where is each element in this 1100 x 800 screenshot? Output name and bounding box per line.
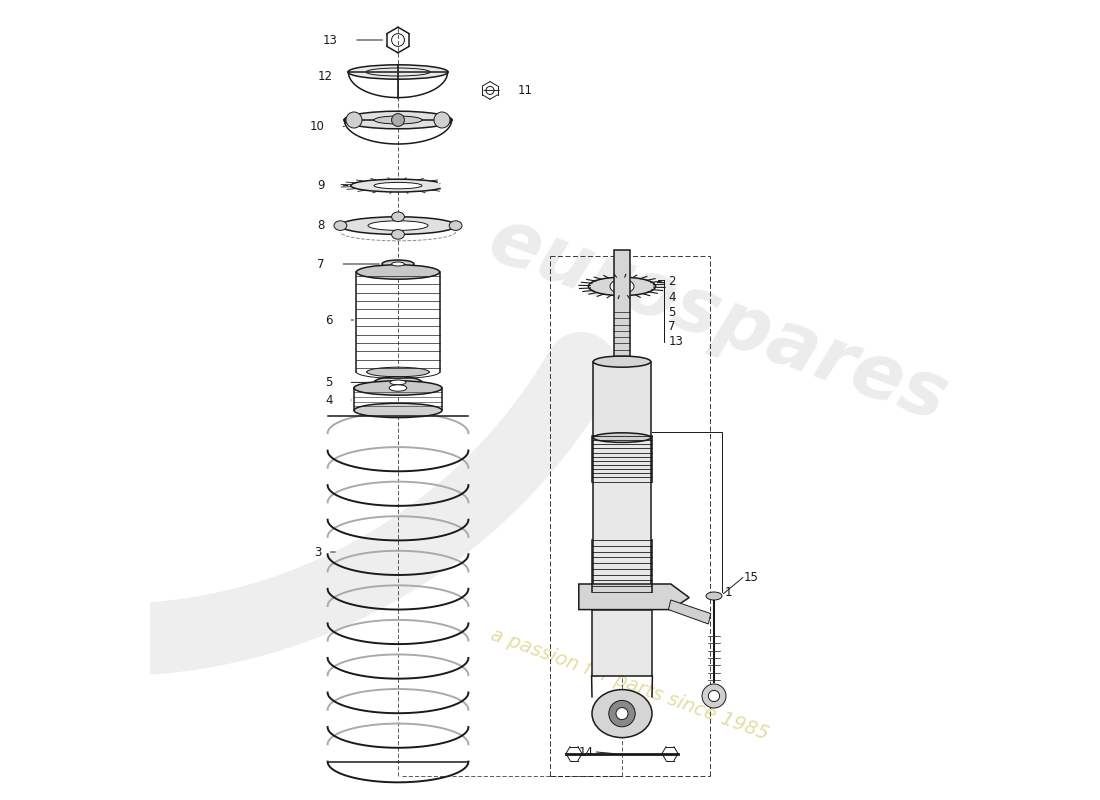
Text: 13: 13 — [323, 34, 338, 46]
Ellipse shape — [366, 367, 429, 377]
Ellipse shape — [593, 433, 651, 442]
Ellipse shape — [354, 403, 442, 418]
Polygon shape — [669, 600, 711, 624]
Ellipse shape — [356, 265, 440, 279]
Ellipse shape — [706, 592, 722, 600]
Ellipse shape — [368, 221, 428, 230]
Ellipse shape — [392, 212, 405, 222]
Ellipse shape — [440, 178, 460, 193]
Text: 15: 15 — [744, 571, 759, 584]
Text: 6: 6 — [324, 314, 332, 326]
Ellipse shape — [382, 260, 414, 268]
Ellipse shape — [392, 230, 405, 239]
Circle shape — [434, 112, 450, 128]
Polygon shape — [593, 362, 651, 436]
Circle shape — [346, 112, 362, 128]
Ellipse shape — [374, 116, 422, 124]
Ellipse shape — [344, 111, 452, 129]
Polygon shape — [579, 584, 690, 610]
Ellipse shape — [610, 279, 634, 294]
Text: 8: 8 — [317, 219, 324, 232]
Ellipse shape — [348, 65, 448, 79]
Text: 14: 14 — [579, 746, 594, 758]
FancyBboxPatch shape — [614, 250, 630, 360]
Circle shape — [608, 701, 635, 726]
Circle shape — [616, 707, 628, 720]
Text: 1: 1 — [725, 586, 732, 598]
Text: a passion for parts since 1985: a passion for parts since 1985 — [488, 625, 771, 743]
Text: 7: 7 — [317, 258, 324, 270]
Text: 7: 7 — [669, 320, 675, 333]
Text: 3: 3 — [315, 546, 322, 558]
Text: 2: 2 — [669, 275, 675, 288]
Circle shape — [702, 684, 726, 708]
Ellipse shape — [334, 221, 346, 230]
Ellipse shape — [374, 182, 422, 189]
Ellipse shape — [588, 277, 656, 296]
Ellipse shape — [392, 262, 405, 266]
Text: 4: 4 — [324, 394, 332, 406]
Polygon shape — [592, 610, 652, 676]
Ellipse shape — [593, 356, 651, 367]
Text: 13: 13 — [669, 335, 683, 348]
Ellipse shape — [351, 179, 446, 192]
Text: 4: 4 — [669, 291, 675, 304]
Ellipse shape — [389, 385, 407, 391]
Text: 12: 12 — [318, 70, 332, 82]
Ellipse shape — [449, 221, 462, 230]
Circle shape — [708, 690, 719, 702]
Text: 10: 10 — [309, 120, 324, 133]
Text: 5: 5 — [669, 306, 675, 318]
Text: 5: 5 — [324, 376, 332, 389]
Ellipse shape — [354, 381, 442, 395]
Text: 9: 9 — [317, 179, 324, 192]
Ellipse shape — [374, 377, 422, 388]
Polygon shape — [593, 438, 651, 596]
Ellipse shape — [592, 690, 652, 738]
Circle shape — [392, 114, 405, 126]
Ellipse shape — [340, 217, 456, 234]
Ellipse shape — [390, 380, 406, 385]
Text: eurospares: eurospares — [478, 202, 957, 438]
Text: 11: 11 — [518, 84, 534, 97]
